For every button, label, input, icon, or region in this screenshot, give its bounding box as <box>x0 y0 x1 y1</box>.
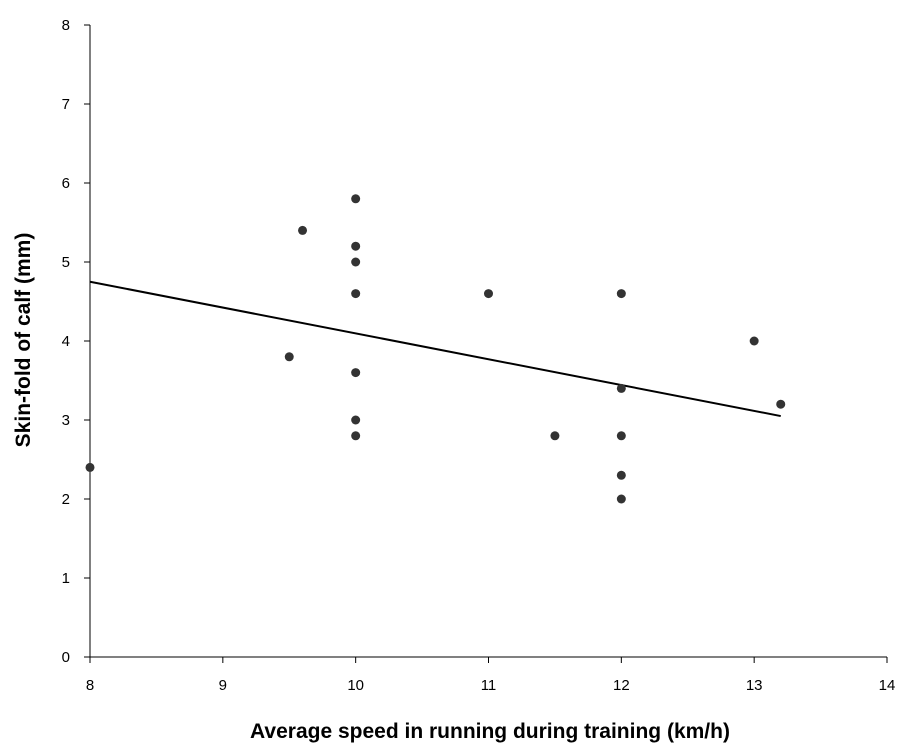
data-point <box>616 289 626 299</box>
data-point <box>351 289 361 299</box>
data-point <box>284 352 294 362</box>
x-tick-label: 13 <box>746 677 763 694</box>
data-point <box>484 289 493 299</box>
data-point <box>616 383 626 393</box>
x-ticks: 8 9 10 11 12 13 14 <box>86 657 896 694</box>
data-point <box>351 257 361 267</box>
y-tick-label: 4 <box>62 333 70 350</box>
data-point <box>351 368 361 378</box>
data-point <box>616 470 626 480</box>
data-point <box>776 399 786 409</box>
y-tick-label: 5 <box>62 254 70 271</box>
x-tick-label: 12 <box>613 677 630 694</box>
x-tick-label: 9 <box>219 677 227 694</box>
data-point <box>550 431 560 441</box>
data-point <box>351 241 361 251</box>
y-tick-label: 1 <box>62 570 70 587</box>
data-point <box>749 336 759 346</box>
x-tick-label: 14 <box>879 677 896 694</box>
y-tick-label: 0 <box>62 649 70 666</box>
data-points <box>85 194 786 504</box>
x-axis-title: Average speed in running during training… <box>250 720 730 743</box>
data-point <box>351 194 361 204</box>
data-point <box>351 415 361 425</box>
data-point <box>616 494 626 504</box>
y-tick-label: 3 <box>62 412 70 429</box>
y-tick-label: 6 <box>62 175 70 192</box>
trend-line <box>89 280 781 418</box>
data-point <box>616 431 626 441</box>
x-tick-label: 10 <box>347 677 364 694</box>
x-tick-label: 11 <box>481 677 497 694</box>
y-ticks: 0 1 2 3 4 5 6 7 8 <box>62 17 90 666</box>
y-tick-label: 2 <box>62 491 70 508</box>
data-point <box>351 431 361 441</box>
x-tick-label: 8 <box>86 677 94 694</box>
y-tick-label: 7 <box>62 96 70 113</box>
y-tick-label: 8 <box>62 17 70 34</box>
data-point <box>85 462 95 472</box>
y-axis-title: Skin-fold of calf (mm) <box>12 233 35 448</box>
data-point <box>298 225 308 235</box>
